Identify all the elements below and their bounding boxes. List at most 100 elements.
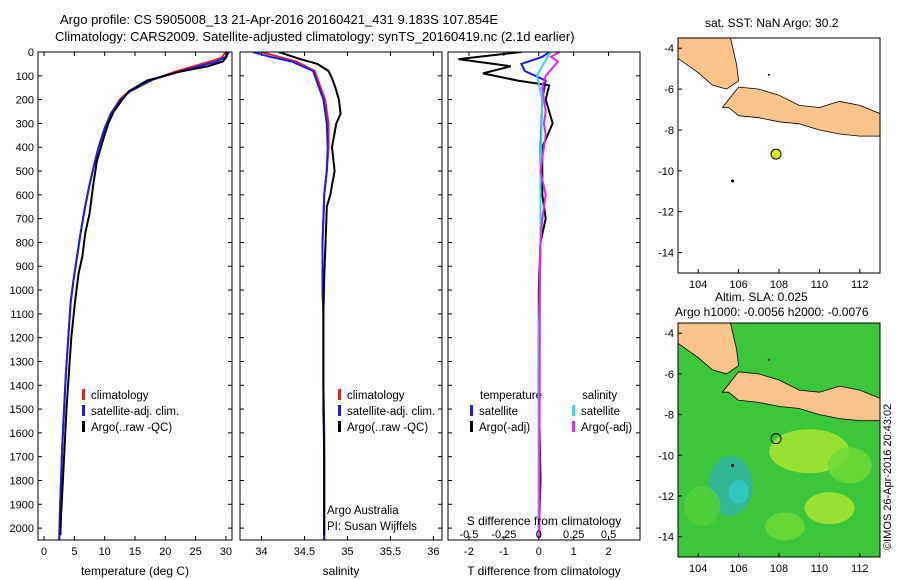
legend-satellite: satellite-adj. clim.	[82, 404, 179, 420]
sla-anomaly-blob	[684, 486, 721, 527]
x-tick-label: 34	[255, 546, 267, 558]
x-tick-label: 15	[129, 546, 141, 558]
legend-label: satellite-adj. clim.	[347, 406, 436, 418]
sla-anomaly-blob	[765, 512, 806, 541]
y-tick-label: 0	[28, 47, 34, 59]
map-x-tick-label: 104	[689, 279, 707, 291]
map-x-tick-label: 108	[770, 563, 788, 575]
legend-argo: Argo(..raw -QC)	[82, 420, 179, 436]
legend-label: satellite-adj. clim.	[91, 406, 180, 418]
legend-temp-argo: Argo(-adj)	[470, 420, 542, 436]
sumatra-land	[678, 38, 740, 90]
y-tick-label: 1800	[10, 475, 34, 487]
series-line	[535, 52, 552, 538]
legend-temp-satellite: satellite	[470, 404, 542, 420]
sumatra-land	[678, 323, 740, 375]
sal-diff-tick-label: 0.25	[563, 529, 584, 541]
sal-legend: climatology satellite-adj. clim. Argo(..…	[338, 388, 435, 436]
legend-label: satellite	[479, 406, 518, 418]
small-island	[767, 73, 770, 76]
sla-anomaly-blob	[728, 479, 749, 504]
y-tick-label: 1600	[10, 428, 34, 440]
sla-map-title: Altim. SLA: 0.025	[715, 290, 808, 304]
x-tick-label: 0	[41, 546, 47, 558]
map-y-tick-label: -10	[658, 166, 674, 178]
x-tick-label: 36	[427, 546, 439, 558]
legend-swatch	[82, 421, 85, 432]
panel-frame	[239, 51, 443, 541]
legend-climatology: climatology	[338, 388, 435, 404]
y-tick-label: 1100	[10, 309, 34, 321]
x-axis-label: temperature (deg C)	[81, 564, 189, 578]
x-axis-label: salinity	[323, 564, 360, 578]
legend-swatch	[572, 405, 575, 416]
sal-diff-tick-label: 0.5	[601, 529, 616, 541]
series-line	[519, 52, 550, 538]
sal-diff-tick-label: 0	[536, 529, 542, 541]
y-tick-label: 1900	[10, 499, 34, 511]
panel-frame	[447, 51, 641, 541]
sla-anomaly-blob	[827, 447, 872, 484]
legend-sal-satellite: satellite	[572, 404, 632, 420]
sst-map-body	[678, 38, 880, 183]
argo-float-marker	[770, 433, 782, 445]
sla-map-body	[678, 323, 880, 557]
map-y-tick-label: -12	[658, 491, 674, 503]
legend-sal-argo: Argo(-adj)	[572, 420, 632, 436]
legend-swatch	[572, 421, 575, 432]
x-tick-label: 10	[99, 546, 111, 558]
credit-block: Argo Australia PI: Susan Wijffels	[327, 503, 417, 535]
chart-title-line1: Argo profile: CS 5905008_13 21-Apr-2016 …	[60, 12, 499, 27]
series-line	[458, 52, 554, 538]
sla-anomaly-blob	[769, 429, 850, 474]
legend-label: Argo(..raw -QC)	[91, 422, 173, 434]
legend-swatch	[338, 405, 341, 416]
legend-swatch	[470, 405, 473, 416]
map-y-tick-label: -14	[658, 248, 674, 260]
map-x-tick-label: 110	[811, 279, 829, 291]
christmas-island	[731, 179, 735, 183]
legend-swatch	[338, 421, 341, 432]
credit-org: Argo Australia	[327, 505, 399, 517]
x-tick-label: -1	[499, 546, 509, 558]
y-tick-label: 1300	[10, 356, 34, 368]
map-y-tick-label: -10	[658, 450, 674, 462]
map-x-tick-label: 112	[851, 563, 869, 575]
christmas-island	[731, 463, 735, 467]
x-tick-label: 35	[341, 546, 353, 558]
series-line	[261, 52, 330, 540]
map-y-tick-label: -4	[664, 43, 674, 55]
map-x-tick-label: 106	[729, 563, 747, 575]
sla-map-subtitle: Argo h1000: -0.0056 h2000: -0.0076	[675, 305, 869, 319]
map-y-tick-label: -8	[664, 125, 674, 137]
x-axis-label: T difference from climatology	[467, 564, 621, 578]
series-line	[252, 52, 329, 540]
y-tick-label: 200	[16, 95, 34, 107]
y-tick-label: 400	[16, 142, 34, 154]
java-land	[721, 371, 880, 422]
imos-stamp: ©IMOS 26-Apr-2016 20:43:02	[882, 403, 894, 550]
y-tick-label: 600	[16, 190, 34, 202]
sla-field-bg	[678, 323, 880, 557]
legend-satellite: satellite-adj. clim.	[338, 404, 435, 420]
series-line	[59, 52, 229, 536]
y-tick-label: 2000	[10, 523, 34, 535]
x-tick-label: 0	[536, 546, 542, 558]
legend-argo: Argo(..raw -QC)	[338, 420, 435, 436]
panel-frame	[37, 51, 233, 541]
legend-swatch	[82, 405, 85, 416]
x-tick-label: 1	[571, 546, 577, 558]
map-y-tick-label: -14	[658, 532, 674, 544]
series-line	[58, 52, 230, 540]
legend-swatch	[82, 389, 85, 400]
series-line	[278, 52, 342, 536]
x-tick-label: -2	[464, 546, 474, 558]
small-island	[767, 358, 770, 361]
x-tick-label: 35.5	[380, 546, 401, 558]
y-tick-label: 1500	[10, 404, 34, 416]
y-tick-label: 100	[16, 71, 34, 83]
sla-anomaly-blob	[804, 492, 855, 525]
x-tick-label: 2	[606, 546, 612, 558]
legend-label: climatology	[347, 390, 405, 402]
y-tick-label: 900	[16, 261, 34, 273]
